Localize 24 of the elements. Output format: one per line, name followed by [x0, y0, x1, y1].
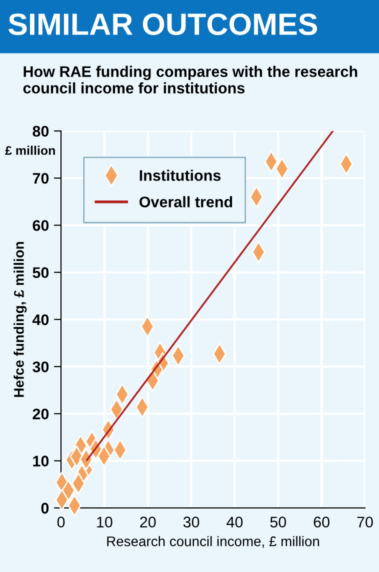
y-tick-label: 30: [32, 361, 49, 372]
y-tick-label: 20: [32, 408, 49, 420]
y-tick-label: 0: [41, 502, 49, 514]
chart-subtitle: How RAE funding compares with the research council income for institutions: [23, 66, 358, 94]
x-tick-label: 60: [314, 516, 330, 528]
x-tick-label: 70: [357, 516, 373, 528]
x-tick-label: 50: [270, 516, 286, 528]
legend-label: Institutions: [140, 170, 221, 181]
x-tick-label: 30: [183, 516, 200, 528]
text: £ million: [5, 146, 55, 155]
x-axis-title: Research council income, £ million: [107, 536, 320, 548]
x-tick-label: 20: [140, 516, 156, 528]
y-axis-title: Hefce funding, £ million: [14, 242, 27, 397]
y-tick-label: 50: [32, 267, 49, 278]
chart-title: SIMILAR OUTCOMES: [8, 13, 318, 36]
y-tick-label: 70: [32, 172, 49, 184]
y-tick-label: 40: [32, 314, 49, 326]
x-tick-label: 40: [226, 516, 243, 528]
y-tick-label: 60: [32, 220, 49, 231]
y-tick-label: 80: [32, 126, 49, 137]
x-tick-label: 10: [97, 516, 112, 528]
y-tick-label: 10: [33, 456, 49, 467]
x-tick-label: 0: [57, 516, 65, 528]
legend-label: Overall trend: [139, 196, 232, 208]
